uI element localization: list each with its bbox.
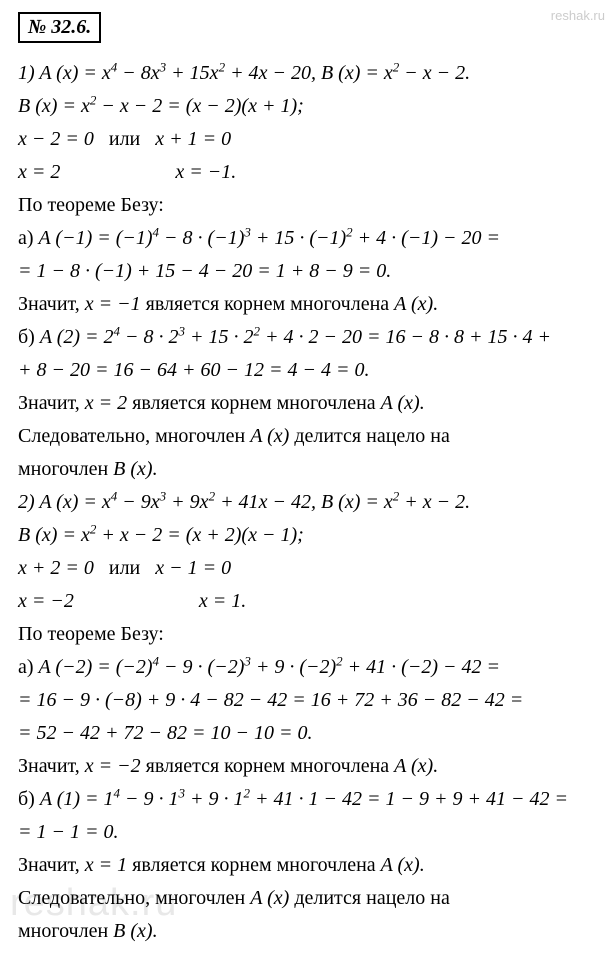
txt: многочлен <box>18 458 113 480</box>
txt: делится нацело на <box>289 425 450 447</box>
text-line: Значит, x = 1 является корнем многочлена… <box>18 849 615 882</box>
expr: A (x). <box>394 755 438 777</box>
txt: является корнем многочлена <box>127 854 380 876</box>
expr: x − 1 = 0 <box>155 557 231 579</box>
txt: является корнем многочлена <box>141 755 394 777</box>
expr: B (x). <box>113 458 157 480</box>
expr: A (x) <box>250 887 289 909</box>
expr: A (x). <box>381 392 425 414</box>
text-or: или <box>109 128 140 150</box>
text-line: многочлен B (x). <box>18 453 615 486</box>
expr: x = −2 <box>85 755 141 777</box>
text-line: многочлен B (x). <box>18 915 615 948</box>
expr: x = 1. <box>199 590 246 612</box>
expr: B (x). <box>113 920 157 942</box>
txt: многочлен <box>18 920 113 942</box>
problem-number: № 32.6. <box>18 12 101 43</box>
math-line: а) A (−1) = (−1)4 − 8 · (−1)3 + 15 · (−1… <box>18 222 615 255</box>
math-line: б) A (2) = 24 − 8 · 23 + 15 · 22 + 4 · 2… <box>18 321 615 354</box>
expr: x = 2 <box>18 161 60 183</box>
math-line: = 1 − 1 = 0. <box>18 816 615 849</box>
txt: Значит, <box>18 755 85 777</box>
text-or: или <box>109 557 140 579</box>
math-line: x = −2 x = 1. <box>18 585 615 618</box>
math-line: x + 2 = 0 или x − 1 = 0 <box>18 552 615 585</box>
math-line: = 1 − 8 · (−1) + 15 − 4 − 20 = 1 + 8 − 9… <box>18 255 615 288</box>
math-line: 2) A (x) = x4 − 9x3 + 9x2 + 41x − 42, B … <box>18 486 615 519</box>
math-line: x − 2 = 0 или x + 1 = 0 <box>18 123 615 156</box>
math-line: 1) A (x) = x4 − 8x3 + 15x2 + 4x − 20, B … <box>18 57 615 90</box>
text-line: Значит, x = −2 является корнем многочлен… <box>18 750 615 783</box>
expr: x = −1 <box>85 293 141 315</box>
text-line: Значит, x = −1 является корнем многочлен… <box>18 288 615 321</box>
math-line: B (x) = x2 − x − 2 = (x − 2)(x + 1); <box>18 90 615 123</box>
expr: x = 1 <box>85 854 127 876</box>
expr: x + 1 = 0 <box>155 128 231 150</box>
text-line: По теореме Безу: <box>18 189 615 222</box>
math-line: а) A (−2) = (−2)4 − 9 · (−2)3 + 9 · (−2)… <box>18 651 615 684</box>
text-line: По теореме Безу: <box>18 618 615 651</box>
expr: A (x). <box>394 293 438 315</box>
txt: делится нацело на <box>289 887 450 909</box>
txt: Значит, <box>18 854 85 876</box>
expr: x = −2 <box>18 590 74 612</box>
math-line: x = 2 x = −1. <box>18 156 615 189</box>
text-line: Значит, x = 2 является корнем многочлена… <box>18 387 615 420</box>
expr: x + 2 = 0 <box>18 557 94 579</box>
text-line: Следовательно, многочлен A (x) делится н… <box>18 882 615 915</box>
txt: Следовательно, многочлен <box>18 425 250 447</box>
math-line: B (x) = x2 + x − 2 = (x + 2)(x − 1); <box>18 519 615 552</box>
txt: Следовательно, многочлен <box>18 887 250 909</box>
expr: x − 2 = 0 <box>18 128 94 150</box>
math-line: б) A (1) = 14 − 9 · 13 + 9 · 12 + 41 · 1… <box>18 783 615 816</box>
text-line: Следовательно, многочлен A (x) делится н… <box>18 420 615 453</box>
txt: Значит, <box>18 293 85 315</box>
txt: является корнем многочлена <box>141 293 394 315</box>
txt: является корнем многочлена <box>127 392 380 414</box>
math-line: = 16 − 9 · (−8) + 9 · 4 − 82 − 42 = 16 +… <box>18 684 615 717</box>
expr: A (x). <box>381 854 425 876</box>
math-line: = 52 − 42 + 72 − 82 = 10 − 10 = 0. <box>18 717 615 750</box>
txt: Значит, <box>18 392 85 414</box>
expr: A (x) <box>250 425 289 447</box>
expr: x = 2 <box>85 392 127 414</box>
math-line: + 8 − 20 = 16 − 64 + 60 − 12 = 4 − 4 = 0… <box>18 354 615 387</box>
expr: x = −1. <box>175 161 236 183</box>
